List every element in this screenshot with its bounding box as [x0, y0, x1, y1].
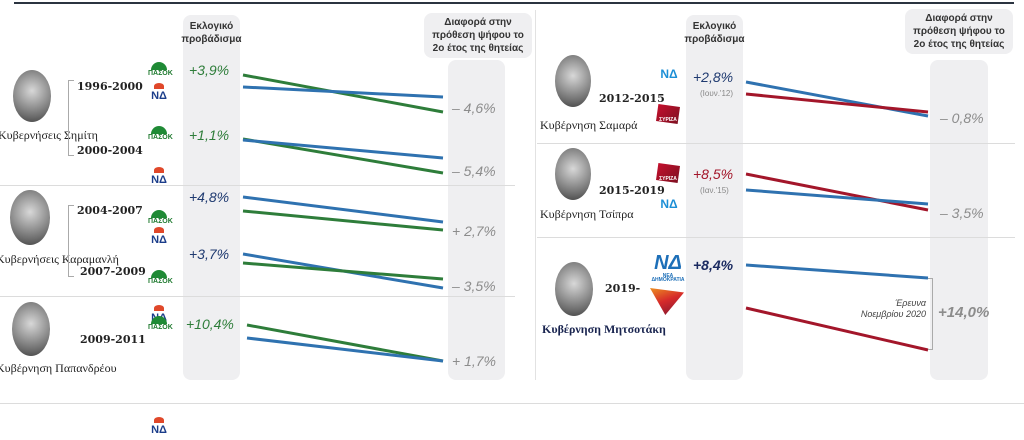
lead-value: +3,9%: [189, 62, 230, 78]
slope-line: [745, 80, 929, 118]
slope-line: [745, 92, 929, 114]
header-lead-right: Εκλογικό προβάδισμα: [684, 21, 745, 45]
lead-value: +8,5%: [693, 166, 734, 182]
slope-lines: [242, 73, 929, 363]
lead-column-bg-right-2: [686, 140, 743, 380]
diff-value: – 0,8%: [940, 110, 984, 126]
lead-date-note: (Ιαν.'15): [700, 186, 729, 195]
row-separator: [0, 185, 515, 186]
period-label: 2012-2015: [599, 92, 665, 105]
slope-line: [745, 188, 929, 206]
government-name: Κυβερνήσεις Σημίτη: [0, 128, 98, 142]
slope-line: [242, 195, 444, 224]
diff-value: – 3,5%: [940, 205, 984, 221]
header-diff-left: Διαφορά στην πρόθεση ψήφου το 2ο έτος τη…: [424, 13, 532, 58]
row-separator: [537, 237, 1015, 238]
nd-logo: ΝΔ: [148, 83, 170, 106]
diff-column-bg-left: [448, 60, 505, 380]
period-label: 2009-2011: [80, 333, 146, 346]
lead-value: +4,8%: [189, 189, 230, 205]
period-label: 2004-2007: [77, 204, 143, 217]
lead-value: +1,1%: [189, 127, 230, 143]
government-name: Κυβερνήσεις Καραμανλή: [0, 252, 119, 266]
portrait-papandreou: [12, 302, 50, 356]
diff-value: +14,0%: [938, 304, 990, 321]
slope-line: [246, 323, 444, 363]
government-name: Κυβέρνηση Τσίπρα: [540, 207, 634, 221]
bracket: [68, 80, 74, 156]
diff-value: + 2,7%: [452, 223, 496, 239]
lead-value: +8,4%: [693, 257, 734, 273]
nd-logo: ΝΔ: [660, 197, 678, 211]
slope-line: [242, 85, 444, 99]
bracket: [928, 278, 933, 350]
syriza-logo: ΣΥΡΙΖΑ: [656, 104, 680, 124]
nd-logo: ΝΔ: [148, 167, 170, 190]
lead-date-note: (Ιουν.'12): [700, 89, 734, 98]
pasok-logo: ΠΑΣΟΚ: [148, 316, 173, 336]
top-rule: [14, 2, 1014, 4]
lead-value: +2,8%: [693, 69, 734, 85]
panel-divider: [535, 10, 536, 380]
diff-value: – 3,5%: [452, 278, 496, 294]
period-label: 1996-2000: [77, 80, 143, 93]
period-label: 2007-2009: [80, 265, 146, 278]
survey-note: Έρευνα Νοεμβρίου 2020: [860, 298, 926, 319]
pasok-logo: ΠΑΣΟΚ: [148, 126, 173, 146]
diff-value: – 5,4%: [452, 163, 496, 179]
slope-line: [242, 137, 444, 175]
header-diff-right: Διαφορά στην πρόθεση ψήφου το 2ο έτος τη…: [905, 9, 1013, 54]
nd-logo: ΝΔ: [660, 67, 678, 81]
diff-value: + 1,7%: [452, 353, 496, 369]
pasok-logo: ΠΑΣΟΚ: [148, 270, 173, 290]
portrait-samaras: [555, 55, 591, 107]
header-lead-left: Εκλογικό προβάδισμα: [181, 21, 242, 45]
government-name: Κυβέρνηση Σαμαρά: [540, 118, 638, 132]
nd-logo: ΝΔ: [148, 417, 170, 440]
row-separator: [537, 143, 1015, 144]
portrait-mitsotakis: [555, 262, 593, 316]
government-name: Κυβέρνηση Παπανδρέου: [0, 361, 117, 375]
diff-value: – 4,6%: [452, 100, 496, 116]
slope-line: [242, 209, 444, 232]
slope-line: [745, 306, 929, 352]
period-label: 2015-2019: [599, 184, 665, 197]
period-label: 2019-: [605, 282, 641, 295]
row-separator: [0, 296, 515, 297]
bracket: [68, 205, 74, 277]
nd-logo: ΝΔ: [148, 227, 170, 250]
portrait-karamanlis: [10, 190, 50, 245]
lead-column-bg-left: [183, 15, 240, 380]
portrait-tsipras: [555, 148, 591, 200]
portrait-simitis: [13, 70, 51, 122]
slope-line: [745, 172, 929, 212]
government-name: Κυβέρνηση Μητσοτάκη: [542, 322, 666, 336]
slope-line: [242, 138, 444, 160]
pasok-logo: ΠΑΣΟΚ: [148, 210, 173, 230]
lead-value: +3,7%: [189, 246, 230, 262]
bottom-rule: [0, 403, 1024, 404]
lead-column-bg-right: [686, 15, 743, 150]
diff-column-bg-right: [930, 60, 988, 380]
slope-line: [246, 336, 444, 363]
pasok-logo: ΠΑΣΟΚ: [148, 62, 173, 82]
period-label: 2000-2004: [77, 144, 143, 157]
nd-logo: ΝΔ ΝΕΑ ΔΗΜΟΚΡΑΤΙΑ: [651, 252, 685, 283]
lead-value: +10,4%: [186, 316, 234, 332]
slope-line: [745, 263, 929, 280]
syriza-logo: ΣΥΡΙΖΑ: [656, 163, 680, 183]
slope-line: [242, 261, 444, 281]
